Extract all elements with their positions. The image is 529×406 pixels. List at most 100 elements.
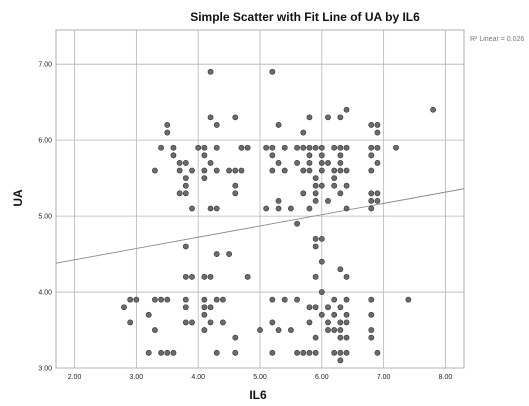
data-point: [368, 152, 375, 159]
data-point: [158, 144, 164, 151]
data-point: [368, 327, 375, 333]
data-point: [152, 167, 158, 174]
data-point: [306, 152, 313, 159]
y-tick-label: 4.00: [38, 290, 52, 297]
data-point: [318, 152, 325, 159]
data-point: [127, 296, 134, 303]
data-point: [145, 311, 152, 318]
data-point: [318, 289, 325, 295]
data-point: [300, 190, 307, 197]
data-point: [300, 144, 307, 151]
data-point: [226, 167, 232, 174]
data-point: [318, 258, 325, 265]
data-point: [337, 327, 344, 333]
data-point: [318, 160, 325, 166]
data-point: [281, 296, 288, 303]
y-axis-title: UA: [11, 189, 25, 207]
data-point: [337, 144, 344, 151]
data-point: [312, 243, 319, 250]
data-point: [257, 327, 263, 333]
data-point: [263, 205, 270, 212]
data-point: [343, 334, 350, 341]
data-point: [220, 296, 226, 303]
data-point: [337, 357, 344, 364]
data-point: [170, 349, 177, 356]
data-point: [201, 296, 208, 303]
data-point: [275, 205, 282, 212]
data-point: [182, 304, 189, 311]
data-point: [368, 144, 375, 151]
data-point: [182, 319, 189, 326]
data-point: [312, 190, 319, 197]
data-point: [238, 144, 245, 151]
data-point: [393, 144, 399, 151]
data-point: [306, 167, 313, 174]
data-point: [201, 175, 208, 182]
data-points: [121, 68, 436, 364]
data-point: [294, 296, 300, 303]
data-point: [325, 114, 331, 121]
data-point: [368, 122, 375, 128]
fit-line-label: R² Linear = 0.026: [470, 36, 524, 43]
data-point: [343, 182, 350, 189]
data-point: [300, 129, 307, 136]
data-point: [325, 197, 331, 204]
data-point: [325, 304, 331, 311]
data-point: [182, 243, 189, 250]
data-point: [207, 319, 214, 326]
data-point: [331, 182, 338, 189]
data-point: [294, 144, 300, 151]
data-point: [343, 349, 350, 356]
data-point: [220, 319, 226, 326]
data-point: [226, 251, 232, 257]
data-point: [269, 349, 276, 356]
data-point: [207, 273, 214, 280]
data-point: [306, 319, 313, 326]
data-point: [201, 167, 208, 174]
data-point: [337, 114, 344, 121]
grid-lines: [56, 30, 464, 369]
data-point: [269, 144, 276, 151]
data-point: [368, 167, 375, 174]
data-point: [213, 144, 220, 151]
data-point: [244, 144, 251, 151]
data-point: [306, 349, 313, 356]
data-point: [232, 182, 239, 189]
x-tick-label: 7.00: [377, 374, 391, 381]
data-point: [368, 205, 375, 212]
data-point: [275, 327, 282, 333]
data-point: [269, 319, 276, 326]
data-point: [201, 311, 208, 318]
tick-labels: 2.00 3.00 4.00 5.00 6.00 7.00 8.00 3.00 4.00 5.00…: [38, 62, 452, 381]
data-point: [201, 273, 208, 280]
data-point: [213, 251, 220, 257]
fit-line-layer: [55, 188, 465, 264]
data-point: [337, 167, 344, 174]
data-point: [337, 304, 344, 311]
data-point: [306, 144, 313, 151]
x-tick-label: 2.00: [68, 374, 82, 381]
data-point: [312, 349, 319, 356]
y-tick-label: 3.00: [38, 366, 52, 373]
data-point: [213, 122, 220, 128]
data-point: [331, 311, 338, 318]
data-point: [318, 167, 325, 174]
data-point: [294, 220, 300, 227]
data-point: [312, 144, 319, 151]
data-point: [288, 327, 294, 333]
data-point: [182, 175, 189, 182]
data-point: [368, 190, 375, 197]
data-point: [343, 311, 350, 318]
data-point: [164, 129, 171, 136]
data-point: [343, 319, 350, 326]
data-point: [238, 167, 245, 174]
data-point: [201, 152, 208, 159]
y-tick-label: 7.00: [38, 62, 52, 69]
data-point: [312, 304, 319, 311]
data-point: [207, 304, 214, 311]
data-point: [318, 311, 325, 318]
data-point: [152, 327, 158, 333]
data-point: [300, 167, 307, 174]
data-point: [337, 160, 344, 166]
x-tick-label: 5.00: [253, 374, 267, 381]
